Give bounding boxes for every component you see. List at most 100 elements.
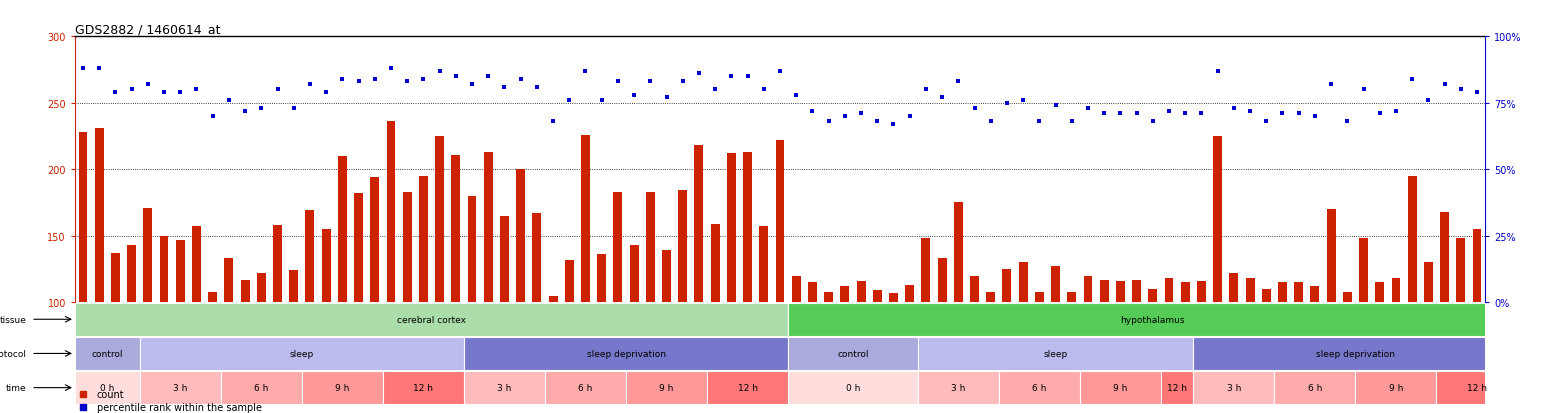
Bar [707,371,788,404]
Point [849,111,874,117]
Point [963,105,987,112]
Point [800,108,825,115]
Bar [917,337,1193,370]
Point [491,84,516,91]
Text: 0 h: 0 h [846,383,860,392]
Bar [1161,371,1193,404]
Point [1254,119,1279,126]
Bar [176,240,184,302]
Point [1108,111,1133,117]
Text: 12 h: 12 h [738,383,758,392]
Text: 12 h: 12 h [1466,383,1487,392]
Point [395,79,420,85]
Point [978,119,1003,126]
Bar [970,276,980,302]
Bar [788,337,917,370]
Point [573,68,597,75]
Point [1237,108,1262,115]
Bar [1165,278,1173,302]
Bar [75,337,140,370]
Bar [1229,273,1239,302]
Point [1140,119,1165,126]
Bar [128,245,136,302]
Text: protocol: protocol [0,349,27,358]
Bar [289,271,298,302]
Bar [1278,282,1287,302]
Point [200,114,225,120]
Point [1335,119,1360,126]
Bar [1084,276,1092,302]
Point [151,90,176,96]
Text: control: control [92,349,123,358]
Text: control: control [838,349,869,358]
Bar [788,303,1518,336]
Bar [1440,212,1449,302]
Point [1189,111,1214,117]
Text: tissue: tissue [0,315,27,324]
Text: sleep deprivation: sleep deprivation [587,349,666,358]
Text: sleep: sleep [1044,349,1067,358]
Point [168,90,193,96]
Bar [111,253,120,302]
Bar [159,236,168,302]
Bar [435,137,445,302]
Point [1011,97,1036,104]
Point [1075,105,1100,112]
Point [298,82,323,88]
Bar [207,292,217,302]
Text: 9 h: 9 h [1388,383,1402,392]
Point [864,119,889,126]
Text: 3 h: 3 h [952,383,966,392]
Point [783,92,808,99]
Point [410,76,435,83]
Point [816,119,841,126]
Bar [240,280,250,302]
Bar [1067,292,1076,302]
Bar [743,152,752,302]
Point [930,95,955,102]
Bar [986,292,995,302]
Point [1318,82,1343,88]
Point [184,87,209,93]
Point [590,97,615,104]
Text: 6 h: 6 h [1307,383,1323,392]
Bar [516,170,526,302]
Point [427,68,452,75]
Point [1044,103,1069,109]
Bar [760,227,768,302]
Bar [532,214,541,302]
Bar [922,239,930,302]
Point [897,114,922,120]
Bar [321,230,331,302]
Bar [382,371,463,404]
Point [605,79,630,85]
Point [1465,90,1490,96]
Text: cerebral cortex: cerebral cortex [396,315,466,324]
Point [232,108,257,115]
Bar [1193,371,1275,404]
Text: 6 h: 6 h [579,383,593,392]
Bar [451,155,460,302]
Bar [1115,281,1125,302]
Text: 3 h: 3 h [498,383,512,392]
Bar [905,285,914,302]
Bar [387,122,395,302]
Bar [953,203,963,302]
Point [654,95,679,102]
Bar [1193,337,1518,370]
Point [914,87,939,93]
Bar [1197,281,1206,302]
Text: 6 h: 6 h [1033,383,1047,392]
Bar [1359,239,1368,302]
Point [833,114,858,120]
Point [1173,111,1198,117]
Bar [273,225,282,302]
Bar [402,192,412,302]
Point [346,79,371,85]
Point [509,76,534,83]
Bar [544,371,626,404]
Bar [1437,371,1518,404]
Text: 9 h: 9 h [335,383,349,392]
Point [103,90,128,96]
Bar [872,290,881,302]
